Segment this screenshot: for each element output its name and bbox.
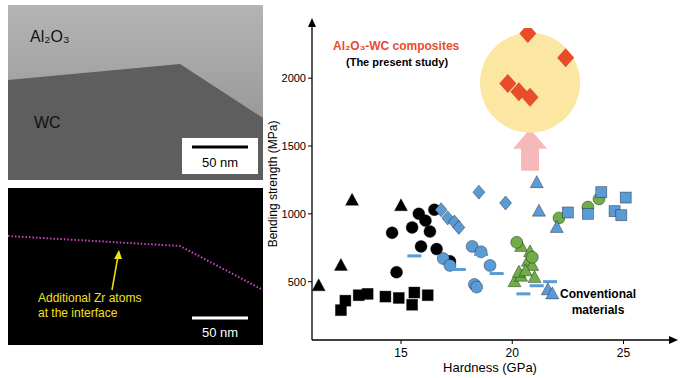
marker-circle [475,246,487,258]
marker-dash [490,272,504,275]
marker-triangle [519,264,532,276]
markers [312,28,631,316]
marker-square [340,295,351,306]
annotation: materials [572,303,625,317]
marker-triangle [546,287,559,299]
scale-bar-box [182,138,258,174]
annotation-arrow [112,256,118,290]
zr-map: Additional Zr atomsat the interface 50 nm [8,188,263,345]
marker-square [596,187,607,198]
marker-triangle [528,271,541,283]
marker-square [409,287,420,298]
annotation: at the interface [38,306,118,320]
marker-circle [484,259,496,271]
y-axis-label: Bending strength (MPa) [266,121,280,248]
x-tick [401,340,402,344]
marker-circle [511,236,523,248]
phase-label: Al₂O₃ [30,28,69,45]
marker-circle [391,266,403,278]
marker-square [562,207,573,218]
marker-square [422,290,433,301]
y-tick [308,78,312,79]
marker-square [616,210,627,221]
scale-bar [192,317,248,320]
annotation-arrowhead [114,250,122,259]
marker-dash [530,284,544,287]
y-axis-arrowhead [308,18,316,27]
scale-bar-label: 50 nm [202,325,238,340]
marker-dash [452,268,466,271]
chart: 15 20 25 500 1000 1500 2000 Hardness (GPa) Bendi… [266,18,678,375]
scale-bar [192,146,248,149]
al2o3-region [8,5,263,180]
y-tick [308,213,312,214]
marker-circle [424,225,436,237]
marker-circle [419,215,431,227]
marker-diamond [522,88,539,107]
y-axis [311,26,312,340]
marker-dash [407,254,421,257]
y-tick-label: 1500 [282,140,306,152]
marker-triangle [334,258,347,270]
x-tick-label: 25 [617,346,631,360]
marker-triangle [395,199,408,211]
marker-square [620,192,631,203]
marker-triangle [550,220,563,232]
marker-circle [415,240,427,252]
x-tick [623,340,624,344]
annotation: Al₂O₃-WC composites [333,39,460,53]
zr-interface [8,236,263,290]
marker-square [407,299,418,310]
x-axis-arrowhead [669,336,678,344]
x-tick-label: 15 [394,346,408,360]
marker-diamond [473,185,485,199]
marker-square [393,292,404,303]
marker-diamond [557,48,574,67]
wc-region [8,64,263,180]
y-tick-label: 1000 [282,208,306,220]
scale-bar-label: 50 nm [202,155,238,170]
highlight-circle [480,33,580,133]
marker-circle [406,221,418,233]
marker-triangle [346,193,359,205]
marker-square [362,288,373,299]
map-background [8,188,263,345]
highlight-arrow [513,129,547,171]
marker-dash [543,280,557,283]
marker-square [582,208,593,219]
y-tick [308,146,312,147]
marker-square [380,291,391,302]
y-tick-label: 2000 [282,72,306,84]
tem-image: Al₂O₃ WC 50 nm [8,5,263,180]
marker-diamond [453,220,465,234]
annotation: Conventional [560,287,636,301]
marker-triangle [312,279,325,291]
marker-circle [386,227,398,239]
x-tick-label: 20 [506,346,520,360]
y-tick-label: 500 [288,276,306,288]
marker-diamond [519,28,536,43]
marker-dash [516,292,530,295]
marker-circle [471,281,483,293]
marker-diamond [500,196,512,210]
x-tick [512,340,513,344]
annotation: (The present study) [346,56,448,68]
x-axis-label: Hardness (GPa) [443,360,537,375]
x-axis [312,339,670,340]
marker-triangle [530,176,543,188]
figure: Al₂O₃WC50 nmAdditional Zr atomsat the in… [0,0,694,378]
marker-triangle [532,204,545,216]
y-tick [308,281,312,282]
phase-label: WC [34,114,61,131]
marker-circle [526,251,538,263]
annotation: Additional Zr atoms [38,291,141,305]
marker-dash [474,253,488,256]
